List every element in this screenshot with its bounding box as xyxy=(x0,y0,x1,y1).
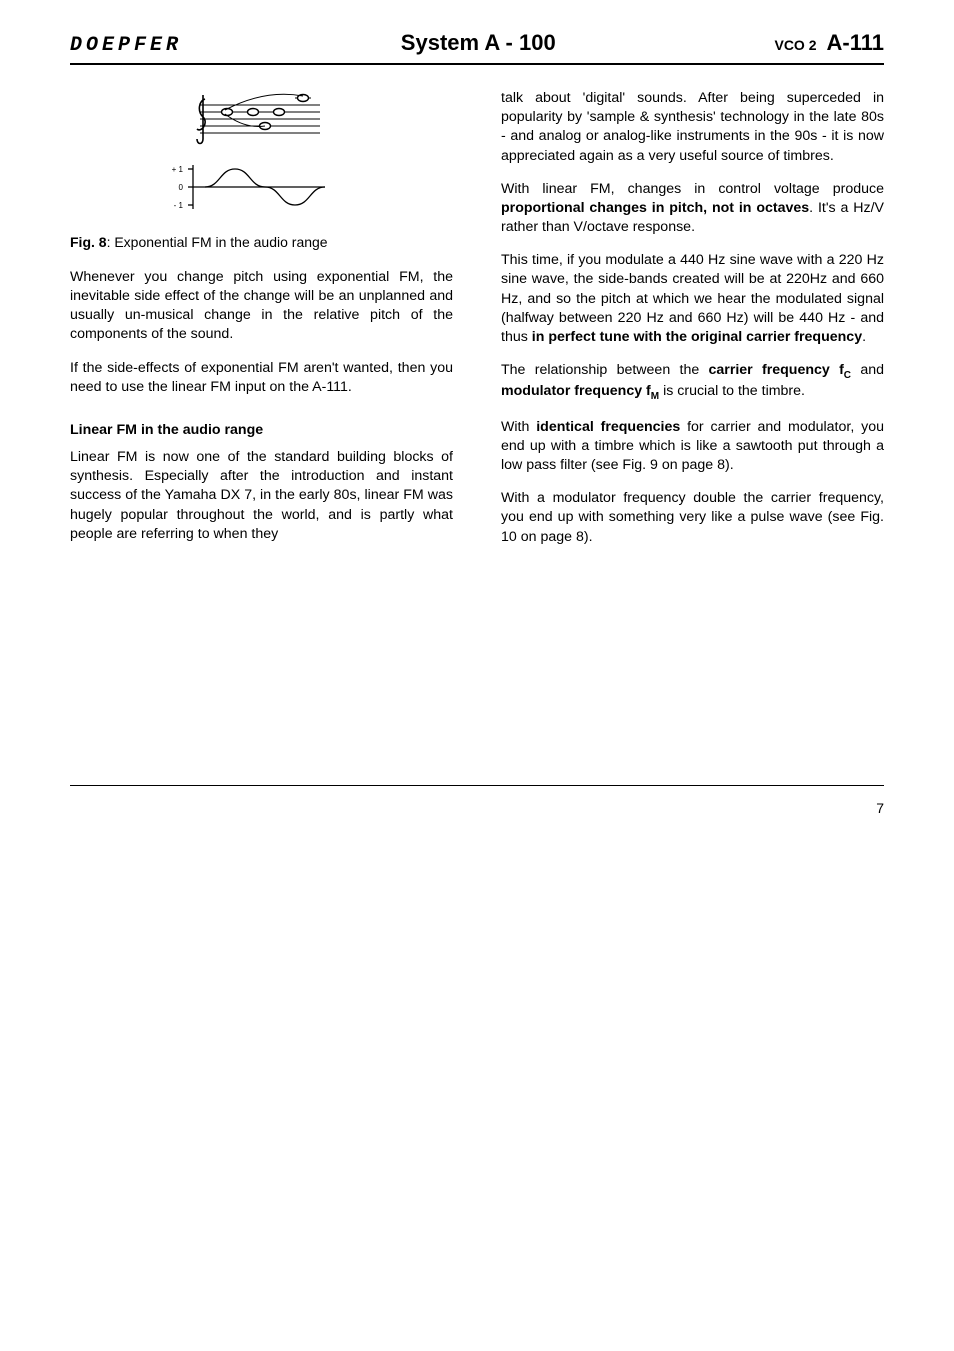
brand-label: DOEPFER xyxy=(70,34,182,57)
right-p6: With a modulator frequency double the ca… xyxy=(501,489,884,547)
right-p1: talk about 'digital' sounds. After being… xyxy=(501,89,884,166)
right-p4: The relationship between the carrier fre… xyxy=(501,361,884,404)
figure-8-caption: Fig. 8: Exponential FM in the audio rang… xyxy=(70,233,453,252)
page-header: DOEPFER System A - 100 VCO 2 A-111 xyxy=(70,30,884,65)
right-p4sub2: M xyxy=(651,391,659,402)
right-p5: With identical frequencies for carrier a… xyxy=(501,418,884,476)
right-p2b: proportional changes in pitch, not in oc… xyxy=(501,200,809,216)
right-p4b: carrier frequency f xyxy=(709,362,844,378)
header-title: System A - 100 xyxy=(401,30,556,56)
right-p3c: . xyxy=(862,329,866,345)
left-p2: If the side-effects of exponential FM ar… xyxy=(70,359,453,397)
right-p4sub1: C xyxy=(844,370,851,381)
header-model: A-111 xyxy=(827,30,885,56)
figure-8-label: Fig. 8 xyxy=(70,234,107,250)
axis-plus1: + 1 xyxy=(172,165,184,174)
right-p4e: is crucial to the timbre. xyxy=(659,383,805,399)
content-area: + 1 0 - 1 Fig. 8: Exponential FM in the … xyxy=(70,89,884,786)
right-p4c: and xyxy=(851,362,884,378)
page: DOEPFER System A - 100 VCO 2 A-111 xyxy=(0,0,954,1351)
right-p3b: in perfect tune with the original carrie… xyxy=(532,329,862,345)
axis-minus1: - 1 xyxy=(174,201,184,210)
left-p3: Linear FM is now one of the standard bui… xyxy=(70,448,453,544)
music-staff-icon xyxy=(175,89,325,149)
figure-8: + 1 0 - 1 xyxy=(165,89,335,215)
waveform-icon: + 1 0 - 1 xyxy=(165,159,335,215)
left-p1: Whenever you change pitch using exponent… xyxy=(70,268,453,345)
right-p3: This time, if you modulate a 440 Hz sine… xyxy=(501,251,884,347)
figure-8-caption-text: : Exponential FM in the audio range xyxy=(107,234,328,250)
right-p4d: modulator frequency f xyxy=(501,383,651,399)
header-subtitle: VCO 2 xyxy=(774,37,816,53)
page-number: 7 xyxy=(70,800,884,816)
axis-zero: 0 xyxy=(179,183,184,192)
right-column: talk about 'digital' sounds. After being… xyxy=(501,89,884,749)
linear-fm-heading: Linear FM in the audio range xyxy=(70,421,453,440)
right-p5b: identical frequencies xyxy=(536,419,680,435)
right-p5a: With xyxy=(501,419,536,435)
right-p4a: The relationship between the xyxy=(501,362,709,378)
header-right: VCO 2 A-111 xyxy=(774,30,884,56)
left-column: + 1 0 - 1 Fig. 8: Exponential FM in the … xyxy=(70,89,453,749)
right-p2a: With linear FM, changes in control volta… xyxy=(501,181,884,197)
right-p2: With linear FM, changes in control volta… xyxy=(501,180,884,238)
